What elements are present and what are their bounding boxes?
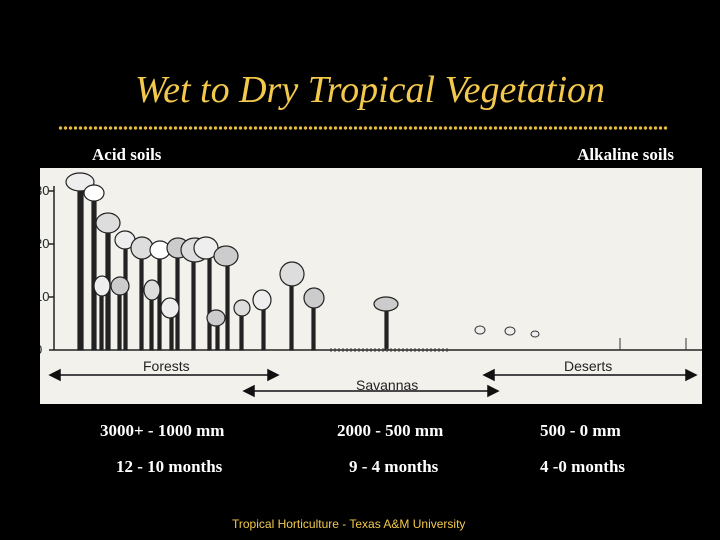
vegetation-profile-svg: 0 10 20 30 metres	[20, 172, 702, 398]
zone-label-savannas: Savannas	[356, 377, 418, 393]
acid-soils-label: Acid soils	[92, 145, 162, 164]
zone-label-deserts: Deserts	[564, 358, 612, 374]
y-tick-label: 10	[40, 289, 49, 304]
arrow-head-right	[487, 384, 500, 398]
vegetation-diagram: 0 10 20 30 metres	[20, 168, 702, 404]
desert-vegetation	[474, 325, 687, 350]
dry-season-savannas: 9 - 4 months	[349, 457, 439, 476]
arrow-head-left	[242, 384, 255, 398]
arrow-head-right	[267, 368, 280, 382]
dotted-divider	[58, 124, 668, 132]
forest-trees	[65, 172, 325, 351]
zone-label-forests: Forests	[143, 358, 190, 374]
y-tick-label: 30	[40, 183, 49, 198]
arrow-head-left	[48, 368, 61, 382]
arrow-head-left	[482, 368, 495, 382]
alkaline-soils-label: Alkaline soils	[577, 145, 674, 164]
y-tick-label: 20	[40, 236, 49, 251]
y-tick-label: 0	[40, 342, 42, 357]
rainfall-forests: 3000+ - 1000 mm	[100, 421, 225, 440]
arrow-head-right	[685, 368, 698, 382]
slide-title: Wet to Dry Tropical Vegetation	[134, 69, 606, 111]
dry-season-forests: 12 - 10 months	[116, 457, 223, 476]
savanna-vegetation	[330, 296, 450, 352]
rainfall-savannas: 2000 - 500 mm	[337, 421, 444, 440]
dry-season-deserts: 4 -0 months	[540, 457, 626, 476]
footer-credit: Tropical Horticulture - Texas A&M Univer…	[232, 517, 466, 531]
rainfall-deserts: 500 - 0 mm	[540, 421, 621, 440]
